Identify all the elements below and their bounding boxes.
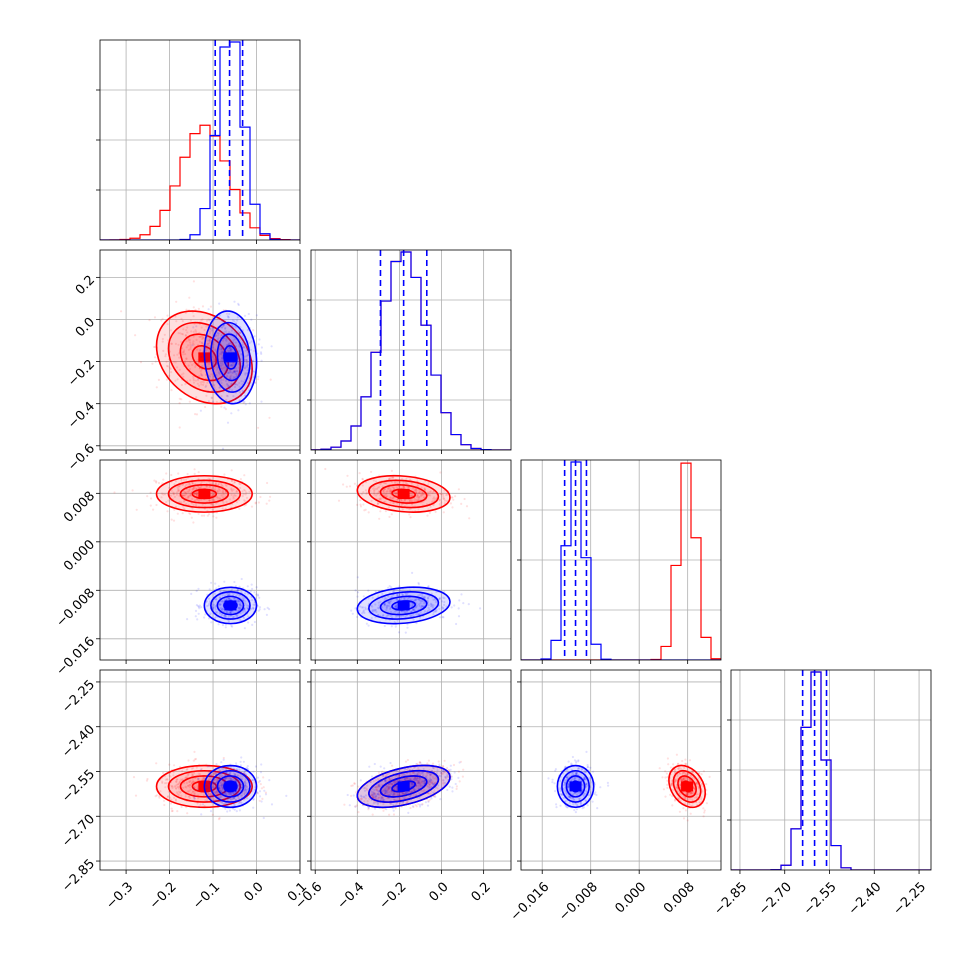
axes-frame-2-1	[310, 459, 512, 661]
panel-1-1	[307, 249, 512, 454]
histogram-1-series-1	[311, 251, 511, 450]
density-peak-2-0-series-1	[224, 600, 237, 611]
x-tick-label-2-2: 0.000	[612, 880, 649, 917]
axes-frame-3-1	[310, 669, 512, 871]
panel-2-2	[517, 459, 722, 664]
histogram-2-series-0	[521, 462, 721, 660]
x-tick-label-3-0: −2.85	[711, 880, 750, 919]
panel-3-0	[96, 669, 301, 874]
density-peak-3-1-series-1	[397, 781, 410, 792]
y-tick-label-1-4: 0.2	[73, 273, 98, 298]
y-tick-label-3-4: −2.25	[59, 677, 98, 716]
x-tick-label-3-1: −2.70	[756, 880, 795, 919]
x-tick-label-0-0: −0.3	[103, 880, 136, 913]
panel-2-1	[307, 459, 512, 664]
axes-frame-3-2	[520, 669, 722, 871]
x-tick-label-0-3: 0.0	[241, 880, 266, 905]
y-tick-label-1-0: −0.6	[65, 441, 98, 474]
x-tick-label-2-1: −0.008	[556, 880, 601, 925]
panel-1-0	[96, 249, 301, 454]
histogram-3-series-1	[731, 671, 931, 870]
histogram-1-series-0	[311, 251, 511, 450]
y-tick-label-3-3: −2.40	[59, 722, 98, 761]
panel-0-0	[96, 39, 301, 244]
panel-3-1	[307, 669, 512, 874]
y-tick-label-3-0: −2.85	[59, 856, 98, 895]
panel-3-2	[517, 669, 722, 874]
scatter-1-0-series-1	[191, 300, 273, 450]
y-tick-label-3-1: −2.70	[59, 812, 98, 851]
y-tick-label-3-2: −2.55	[59, 767, 98, 806]
x-tick-label-1-2: −0.2	[377, 880, 410, 913]
y-tick-label-2-3: 0.008	[61, 489, 98, 526]
density-peak-1-0-series-1	[224, 352, 237, 363]
density-peak-2-0-series-0	[198, 488, 211, 499]
y-tick-label-2-2: 0.000	[61, 537, 98, 574]
y-tick-label-1-3: 0.0	[73, 315, 98, 340]
y-tick-label-1-1: −0.4	[65, 399, 98, 432]
y-tick-label-2-0: −0.016	[53, 634, 98, 679]
density-peak-3-2-series-0	[681, 781, 694, 792]
x-tick-label-1-1: −0.4	[335, 880, 368, 913]
density-peak-3-0-series-1	[224, 781, 237, 792]
histogram-2-series-1	[521, 461, 721, 660]
axes-frame-1-0	[99, 249, 301, 451]
x-tick-label-0-2: −0.1	[190, 880, 223, 913]
density-peak-2-1-series-0	[397, 488, 410, 499]
density-peak-3-2-series-1	[569, 781, 582, 792]
histogram-0-series-1	[100, 41, 300, 240]
panel-2-0	[96, 459, 301, 664]
x-tick-label-3-4: −2.25	[890, 880, 929, 919]
x-tick-label-3-3: −2.40	[846, 880, 885, 919]
panel-3-3	[727, 669, 932, 874]
x-tick-label-3-2: −2.55	[801, 880, 840, 919]
x-tick-label-0-1: −0.2	[147, 880, 180, 913]
x-tick-label-1-4: 0.2	[469, 880, 494, 905]
y-tick-label-1-2: −0.2	[65, 357, 98, 390]
density-peak-2-1-series-1	[397, 600, 410, 611]
x-tick-label-2-0: −0.016	[508, 880, 553, 925]
axes-frame-3-0	[99, 669, 301, 871]
x-tick-label-2-3: 0.008	[661, 880, 698, 917]
axes-frame-2-0	[99, 459, 301, 661]
y-tick-label-2-1: −0.008	[53, 586, 98, 631]
x-tick-label-1-3: 0.0	[426, 880, 451, 905]
